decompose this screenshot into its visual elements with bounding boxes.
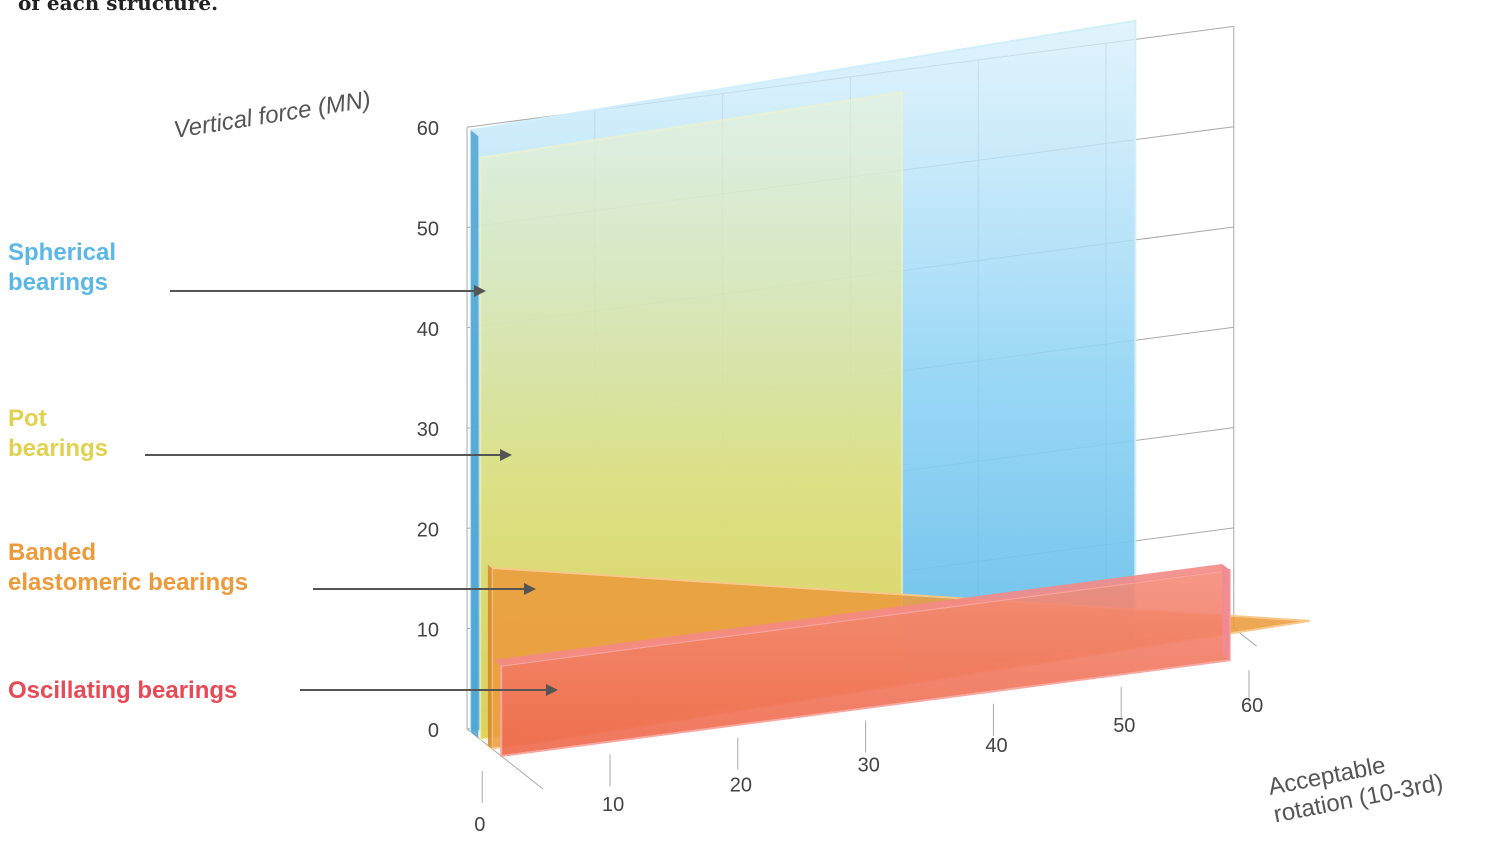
x-tick-label: 0	[474, 814, 485, 836]
legend-item-line1: Pot	[8, 405, 47, 432]
area-banded-side	[487, 564, 492, 749]
x-tick-label: 10	[602, 794, 624, 816]
y-tick-label: 0	[428, 720, 439, 742]
x-tick-label: 40	[985, 735, 1007, 757]
y-tick-label: 10	[417, 620, 439, 642]
x-tick-label: 60	[1241, 695, 1263, 717]
legend-item-line2: bearings	[8, 435, 109, 462]
x-tick-label: 20	[730, 774, 752, 796]
legend-item-line2: elastomeric bearings	[8, 569, 249, 596]
y-tick-label: 50	[417, 219, 439, 241]
y-tick-label: 60	[417, 118, 439, 140]
legend-item: Banded elastomeric bearings	[8, 538, 328, 598]
legend-item-line1: Banded	[8, 539, 97, 566]
legend-item-line2: bearings	[8, 269, 109, 296]
x-tick-label: 50	[1113, 715, 1135, 737]
y-axis-label: Vertical force (MN)	[172, 86, 373, 144]
legend-item: Spherical bearings	[8, 238, 328, 298]
legend-item-line1: Spherical	[8, 239, 117, 266]
legend-item-line1: Oscillating bearings	[8, 677, 238, 704]
legend-item: Oscillating bearings	[8, 676, 328, 706]
legend-item: Pot bearings	[8, 404, 328, 464]
area-spherical-side	[470, 130, 479, 738]
area-oscillating-top	[493, 563, 1230, 666]
x-axis-label: Acceptablerotation (10-3rd)	[1266, 742, 1445, 829]
y-tick-label: 30	[417, 419, 439, 441]
x-tick-label: 30	[858, 755, 880, 777]
y-tick-label: 20	[417, 519, 439, 541]
chart-caption: of each structure.	[18, 0, 219, 15]
area-oscillating-side	[1222, 563, 1230, 661]
series-oscillating-bearings	[493, 563, 1231, 758]
y-tick-label: 40	[417, 319, 439, 341]
